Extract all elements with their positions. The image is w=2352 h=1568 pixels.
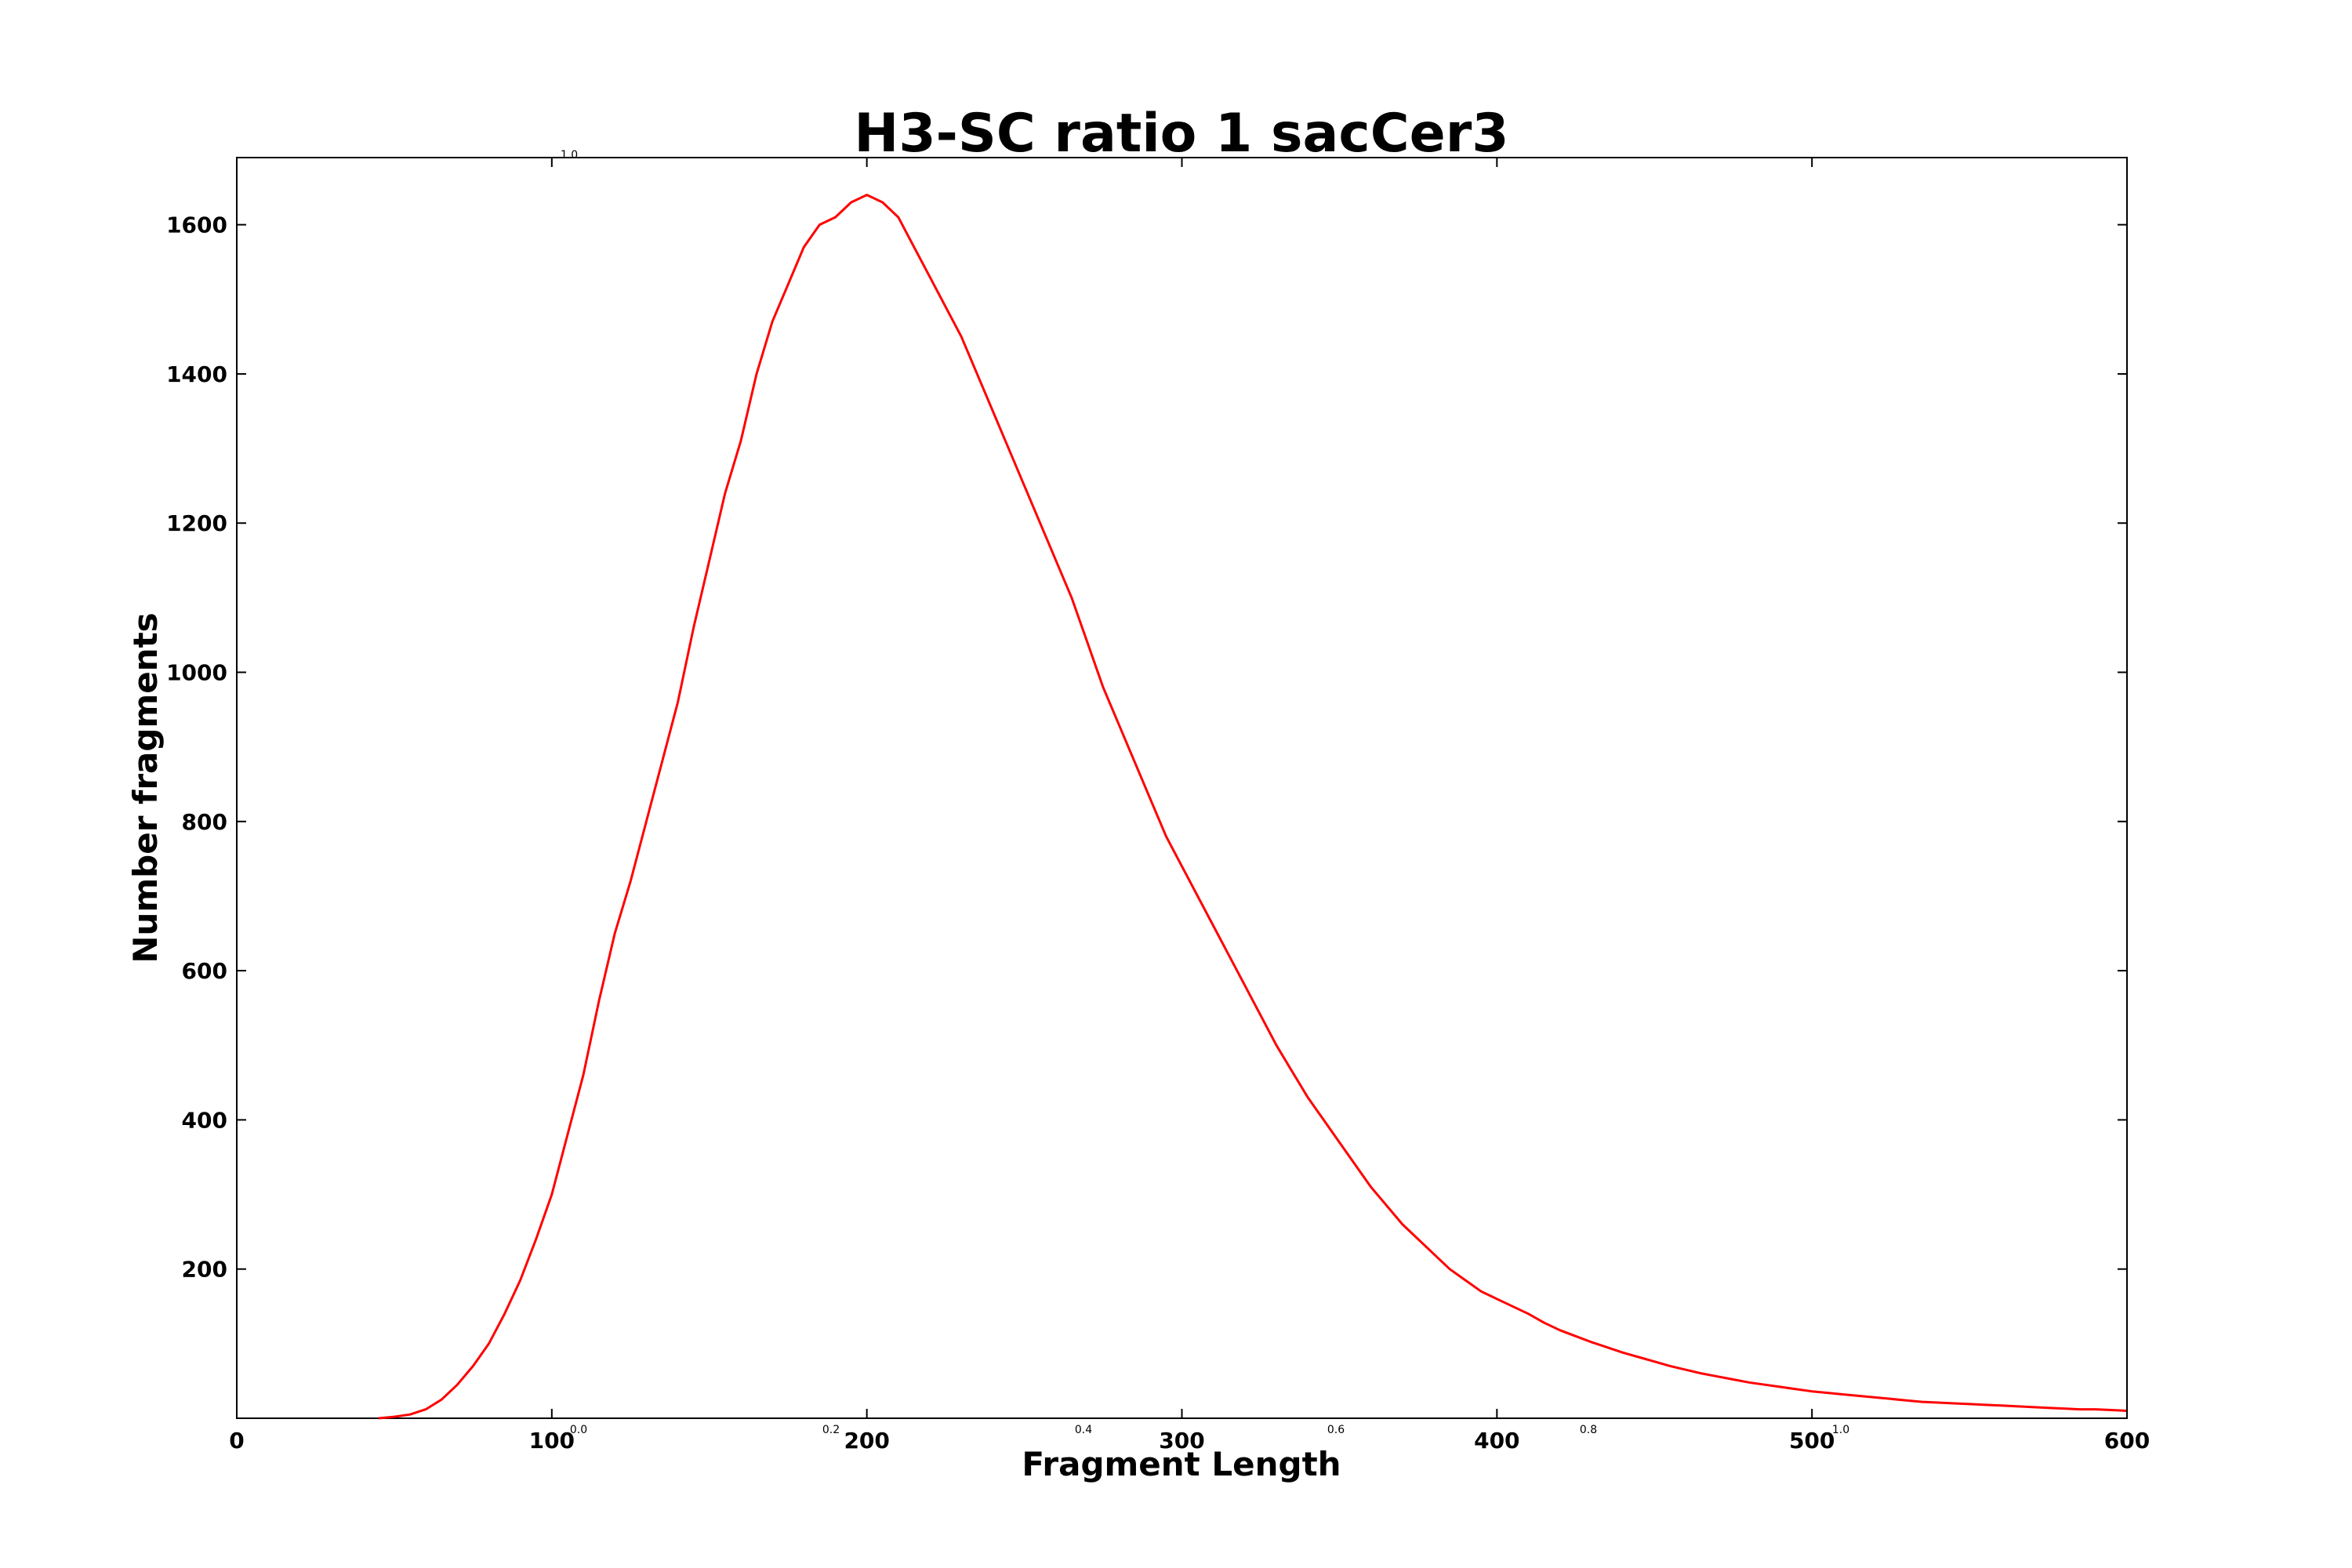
ghost-x-tick-label: 0.8 [1580, 1424, 1597, 1436]
plot-frame [236, 157, 2128, 1419]
y-tick-label: 1400 [166, 361, 227, 387]
y-tick-label: 200 [182, 1257, 227, 1283]
y-axis-label: Number fragments [126, 612, 165, 963]
chart-title: H3-SC ratio 1 sacCer3 [854, 103, 1508, 165]
x-tick-label: 100 [529, 1428, 575, 1454]
y-tick-label: 1200 [166, 510, 227, 536]
y-tick-label: 400 [182, 1107, 227, 1133]
x-axis-label: Fragment Length [1022, 1445, 1341, 1483]
y-tick-label: 800 [182, 809, 227, 835]
x-tick-label: 300 [1159, 1428, 1204, 1454]
x-tick-label: 600 [2104, 1428, 2150, 1454]
ghost-x-tick-label: 0.0 [570, 1424, 587, 1436]
y-tick-label: 600 [182, 958, 227, 984]
x-tick-label: 0 [229, 1428, 244, 1454]
ghost-x-tick-label: 0.4 [1075, 1424, 1092, 1436]
y-tick-label: 1600 [166, 212, 227, 238]
ghost-x-tick-label: 1.0 [1832, 1424, 1849, 1436]
y-axis: 200 400 600 800 1000 1200 1400 1600 [166, 212, 2127, 1283]
ghost-axis: 0.0 0.2 0.4 0.6 0.8 1.0 1.0 [561, 149, 1849, 1436]
ghost-x-tick-label: 0.2 [822, 1424, 840, 1436]
x-tick-label: 500 [1789, 1428, 1835, 1454]
x-tick-label: 400 [1474, 1428, 1519, 1454]
series-line-0 [378, 194, 2128, 1420]
x-axis: 0 100 200 300 400 500 600 [229, 158, 2150, 1454]
y-tick-label: 1000 [166, 660, 227, 686]
ghost-y-top-label: 1.0 [561, 149, 578, 162]
ghost-x-tick-label: 0.6 [1327, 1424, 1345, 1436]
series-layer [378, 194, 2128, 1420]
x-tick-label: 200 [844, 1428, 889, 1454]
plot-area [236, 157, 2128, 1419]
